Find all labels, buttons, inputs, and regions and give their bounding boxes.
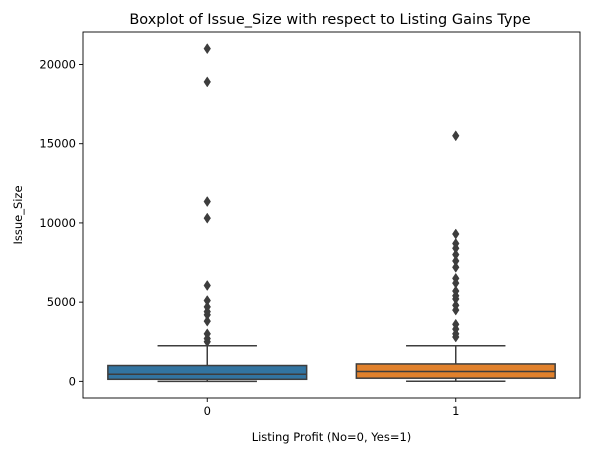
outlier-point: [203, 196, 211, 208]
outlier-point: [203, 328, 211, 340]
x-tick-label: 0: [204, 404, 211, 418]
outlier-point: [203, 76, 211, 88]
iqr-box: [107, 364, 308, 381]
y-tick-label: 15000: [39, 137, 76, 151]
chart-title: Boxplot of Issue_Size with respect to Li…: [129, 12, 530, 28]
y-axis-label: Issue_Size: [11, 185, 25, 244]
box-group-1: [355, 130, 556, 382]
outlier-point: [203, 280, 211, 291]
x-axis-label: Listing Profit (No=0, Yes=1): [252, 430, 412, 444]
outlier-point: [452, 255, 460, 267]
outlier-point: [452, 249, 460, 261]
axes-frame: [82, 31, 581, 399]
outlier-point: [452, 272, 460, 284]
outlier-point: [203, 301, 211, 313]
y-tick-label: 10000: [39, 216, 76, 230]
outlier-point: [203, 315, 211, 327]
outlier-point: [203, 295, 211, 307]
outlier-point: [452, 238, 460, 250]
outlier-point: [203, 212, 211, 224]
outlier-point: [452, 261, 460, 273]
x-tick-label: 1: [452, 404, 459, 418]
outlier-point: [452, 299, 460, 311]
y-tick-label: 5000: [47, 295, 76, 309]
plot-area: [107, 43, 556, 383]
y-tick-label: 20000: [39, 57, 76, 71]
outlier-point: [203, 43, 211, 55]
outlier-point: [452, 228, 460, 240]
box-group-0: [107, 43, 308, 383]
outlier-point: [452, 285, 460, 297]
outlier-point: [452, 130, 460, 142]
outlier-point: [452, 318, 460, 330]
y-tick-label: 0: [69, 374, 76, 388]
